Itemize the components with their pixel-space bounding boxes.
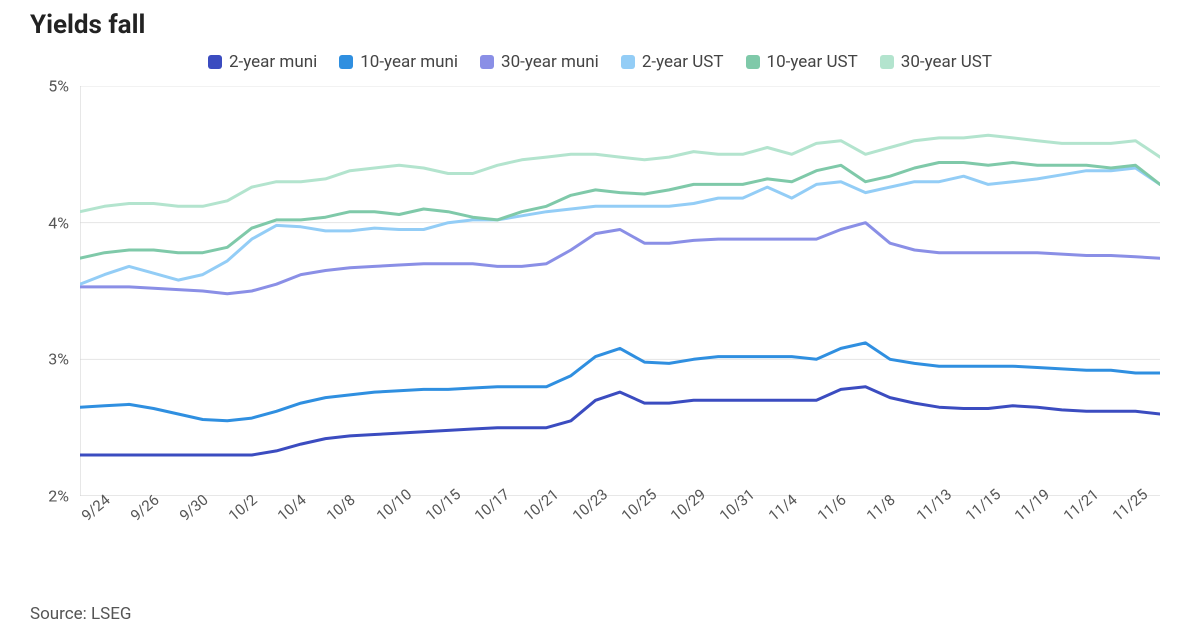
y-axis-labels: 2%3%4%5% [30,86,75,496]
legend-swatch [339,55,353,69]
legend-item: 10-year muni [339,52,458,72]
x-axis-labels: 9/249/269/3010/210/410/810/1010/1510/171… [80,496,1160,546]
plot-area [80,86,1160,496]
legend-item: 30-year muni [480,52,599,72]
x-tick-label: 9/26 [127,491,163,525]
legend: 2-year muni 10-year muni 30-year muni 2-yea… [30,52,1170,72]
legend-item: 30-year UST [880,52,992,72]
legend-swatch [880,55,894,69]
legend-label: 10-year muni [360,52,458,72]
y-tick-label: 5% [48,77,69,96]
legend-item: 2-year UST [621,52,724,72]
x-tick-label: 10/8 [323,491,359,525]
series-line [80,343,1160,421]
y-tick-label: 4% [48,213,69,232]
x-tick-label: 9/24 [78,491,114,525]
legend-label: 10-year UST [767,52,858,72]
legend-label: 30-year muni [501,52,599,72]
legend-label: 30-year UST [901,52,992,72]
x-tick-label: 11/4 [765,491,801,525]
x-tick-label: 11/6 [814,491,850,525]
x-tick-label: 10/4 [274,491,310,525]
chart-title: Yields fall [30,10,1170,40]
legend-swatch [746,55,760,69]
series-line [80,135,1160,212]
x-tick-label: 10/2 [225,491,261,525]
series-line [80,168,1160,284]
chart-area: 2% 3% 4% 5% 9/249/269/3010/210/410/810/1010… [30,76,1170,546]
x-tick-label: 9/30 [176,491,212,525]
x-tick-label: 11/8 [863,491,899,525]
series-line [80,223,1160,294]
legend-swatch [208,55,222,69]
legend-swatch [621,55,635,69]
series-line [80,163,1160,259]
legend-label: 2-year UST [642,52,724,72]
legend-item: 10-year UST [746,52,858,72]
y-tick-label: 2% [48,487,69,506]
source-text: Source: LSEG [30,604,132,624]
y-tick-label: 3% [48,350,69,369]
legend-swatch [480,55,494,69]
series-line [80,387,1160,455]
legend-label: 2-year muni [229,52,317,72]
legend-item: 2-year muni [208,52,317,72]
